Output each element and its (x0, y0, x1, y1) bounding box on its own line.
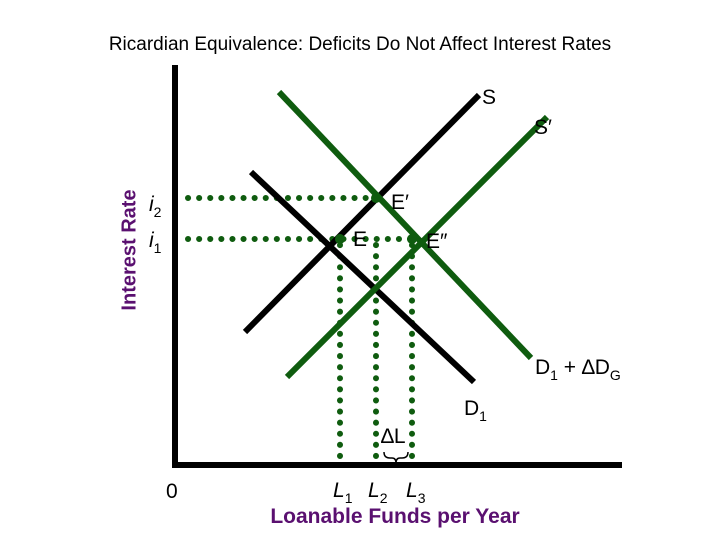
equilibrium-point-e-double-prime (407, 234, 417, 244)
label-l3: L3 (406, 479, 426, 506)
guide-lines (185, 195, 415, 461)
demand-curve-d1 (248, 169, 477, 385)
x-axis-label: Loanable Funds per Year (270, 505, 520, 528)
label-d1: D1 (464, 397, 487, 424)
equilibrium-point-e (335, 234, 345, 244)
supply-curve-s-prime (284, 114, 550, 380)
label-s-prime: S′ (534, 116, 552, 139)
demand-curve-d1-plus-dg (276, 89, 534, 361)
diagram-title: Ricardian Equivalence: Deficits Do Not A… (108, 34, 612, 55)
equilibrium-point-e-prime (371, 193, 381, 203)
label-d1-plus-dg: D1 + ∆DG (535, 356, 621, 383)
label-e-double-prime: E″ (426, 230, 448, 253)
delta-l-brace (383, 451, 409, 464)
label-i2: i2 (149, 193, 162, 220)
label-i1: i1 (149, 229, 162, 256)
supply-curve-s (242, 92, 482, 335)
label-origin: 0 (166, 480, 178, 503)
label-delta-l: ∆L (381, 425, 406, 448)
label-l2: L2 (368, 479, 388, 506)
label-l1: L1 (333, 479, 353, 506)
label-s: S (482, 86, 496, 109)
label-e: E (353, 228, 367, 251)
label-e-prime: E′ (391, 191, 409, 214)
